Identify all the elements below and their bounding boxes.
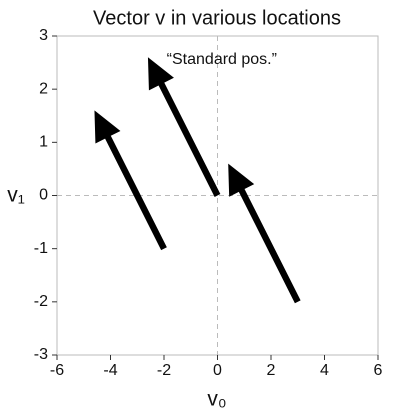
x-tick-label: -4: [103, 362, 117, 379]
annotation: “Standard pos.”: [167, 51, 277, 68]
y-tick-label: 1: [39, 134, 48, 151]
y-tick-label: -3: [34, 346, 48, 363]
chart-title: Vector v in various locations: [93, 7, 341, 29]
y-tick-label: 3: [39, 27, 48, 44]
y-axis-label: v₁: [7, 184, 25, 207]
x-tick-label: 4: [320, 362, 329, 379]
y-tick-label: -2: [34, 293, 48, 310]
arrow: [228, 163, 301, 304]
x-tick-label: -6: [50, 362, 64, 379]
x-tick-label: 6: [374, 362, 383, 379]
y-tick-label: 2: [39, 80, 48, 97]
y-tick-label: -1: [34, 240, 48, 257]
y-tick-label: 0: [39, 187, 48, 204]
arrow: [94, 110, 167, 251]
x-tick-label: 0: [213, 362, 222, 379]
x-axis-label: v₀: [207, 388, 226, 411]
x-tick-label: -2: [157, 362, 171, 379]
arrow: [147, 57, 221, 197]
x-tick-label: 2: [267, 362, 276, 379]
